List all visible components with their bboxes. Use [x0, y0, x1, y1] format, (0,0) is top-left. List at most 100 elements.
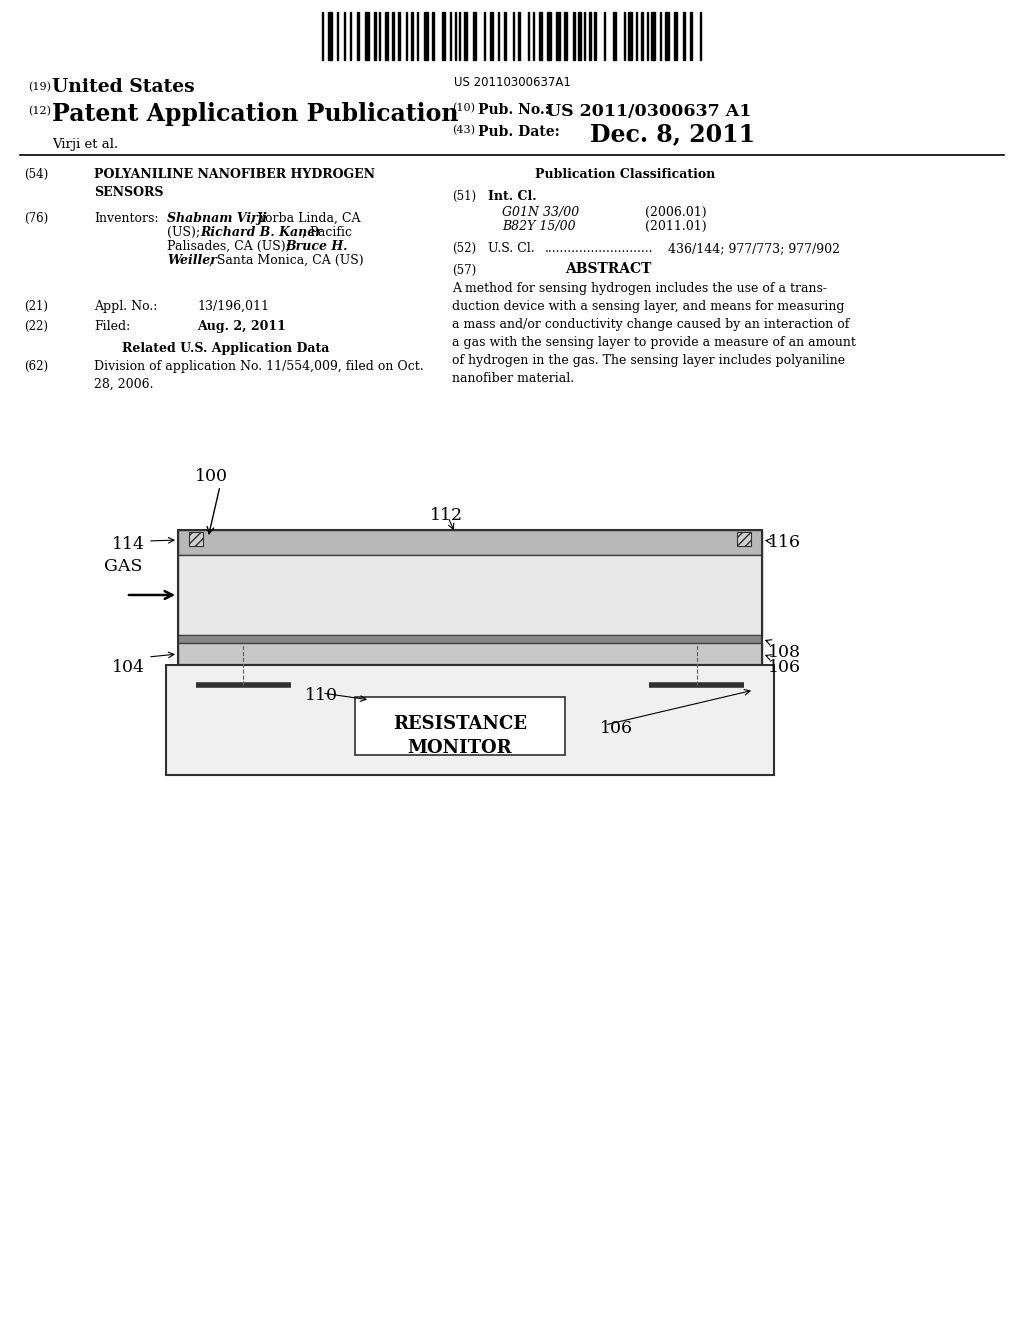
- Text: (10): (10): [452, 103, 475, 114]
- Bar: [424, 12, 428, 59]
- Text: ............................: ............................: [545, 242, 653, 255]
- Text: (62): (62): [24, 360, 48, 374]
- Text: RESISTANCE
MONITOR: RESISTANCE MONITOR: [393, 715, 527, 756]
- Text: B82Y 15/00: B82Y 15/00: [502, 220, 575, 234]
- Bar: [578, 12, 581, 59]
- Text: 104: 104: [112, 659, 145, 676]
- Text: Appl. No.:: Appl. No.:: [94, 300, 158, 313]
- Text: (76): (76): [24, 213, 48, 224]
- Text: A method for sensing hydrogen includes the use of a trans-
duction device with a: A method for sensing hydrogen includes t…: [452, 282, 856, 385]
- Text: Related U.S. Application Data: Related U.S. Application Data: [122, 342, 330, 355]
- Text: POLYANILINE NANOFIBER HYDROGEN
SENSORS: POLYANILINE NANOFIBER HYDROGEN SENSORS: [94, 168, 375, 199]
- Text: U.S. Cl.: U.S. Cl.: [488, 242, 535, 255]
- Text: Pub. Date:: Pub. Date:: [478, 125, 560, 139]
- Text: Shabnam Virji: Shabnam Virji: [167, 213, 267, 224]
- Text: ABSTRACT: ABSTRACT: [565, 261, 651, 276]
- Text: , Pacific: , Pacific: [302, 226, 352, 239]
- Text: Int. Cl.: Int. Cl.: [488, 190, 537, 203]
- Text: Aug. 2, 2011: Aug. 2, 2011: [197, 319, 286, 333]
- Bar: [589, 12, 591, 59]
- Bar: [392, 12, 394, 59]
- Text: Richard B. Kaner: Richard B. Kaner: [200, 226, 322, 239]
- Text: 436/144; 977/773; 977/902: 436/144; 977/773; 977/902: [668, 242, 840, 255]
- Text: GAS: GAS: [104, 558, 142, 576]
- Text: US 20110300637A1: US 20110300637A1: [454, 77, 570, 88]
- Text: US 2011/0300637 A1: US 2011/0300637 A1: [546, 103, 752, 120]
- Text: , Yorba Linda, CA: , Yorba Linda, CA: [250, 213, 360, 224]
- Text: Inventors:: Inventors:: [94, 213, 159, 224]
- Bar: [564, 12, 567, 59]
- Bar: [556, 12, 560, 59]
- Bar: [365, 12, 369, 59]
- Text: 110: 110: [305, 686, 338, 704]
- Bar: [178, 531, 762, 665]
- Bar: [490, 12, 493, 59]
- Bar: [432, 12, 434, 59]
- Text: Dec. 8, 2011: Dec. 8, 2011: [590, 121, 755, 147]
- Text: (57): (57): [452, 264, 476, 277]
- Bar: [539, 12, 542, 59]
- Bar: [374, 12, 376, 59]
- Bar: [328, 12, 332, 59]
- Bar: [398, 12, 400, 59]
- Bar: [504, 12, 506, 59]
- Bar: [473, 12, 476, 59]
- Text: Division of application No. 11/554,009, filed on Oct.
28, 2006.: Division of application No. 11/554,009, …: [94, 360, 424, 391]
- Bar: [355, 697, 565, 755]
- Text: Weiller: Weiller: [167, 253, 217, 267]
- Text: Publication Classification: Publication Classification: [535, 168, 715, 181]
- Text: 116: 116: [768, 535, 801, 550]
- Text: Patent Application Publication: Patent Application Publication: [52, 102, 459, 125]
- Text: , Santa Monica, CA (US): , Santa Monica, CA (US): [209, 253, 364, 267]
- Bar: [665, 12, 669, 59]
- Bar: [178, 643, 762, 665]
- Text: 108: 108: [768, 644, 801, 661]
- Bar: [357, 12, 359, 59]
- Bar: [628, 12, 632, 59]
- Text: (54): (54): [24, 168, 48, 181]
- Text: (51): (51): [452, 190, 476, 203]
- Text: G01N 33/00: G01N 33/00: [502, 206, 580, 219]
- Text: 114: 114: [112, 536, 145, 553]
- Text: (22): (22): [24, 319, 48, 333]
- Text: 100: 100: [195, 469, 228, 484]
- Text: United States: United States: [52, 78, 195, 96]
- Text: (19): (19): [28, 82, 51, 92]
- Bar: [641, 12, 643, 59]
- Text: 112: 112: [430, 507, 463, 524]
- Bar: [464, 12, 467, 59]
- Text: Virji et al.: Virji et al.: [52, 139, 118, 150]
- Bar: [442, 12, 445, 59]
- Text: Palisades, CA (US);: Palisades, CA (US);: [167, 240, 294, 253]
- Text: Filed:: Filed:: [94, 319, 130, 333]
- Bar: [178, 531, 762, 554]
- Bar: [518, 12, 520, 59]
- Text: (43): (43): [452, 125, 475, 136]
- Text: 13/196,011: 13/196,011: [197, 300, 269, 313]
- Bar: [573, 12, 575, 59]
- Bar: [737, 532, 751, 546]
- Bar: [613, 12, 616, 59]
- Text: 106: 106: [600, 719, 633, 737]
- Text: (52): (52): [452, 242, 476, 255]
- Bar: [547, 12, 551, 59]
- Bar: [683, 12, 685, 59]
- Text: (2006.01): (2006.01): [645, 206, 707, 219]
- Text: (12): (12): [28, 106, 51, 116]
- Text: (21): (21): [24, 300, 48, 313]
- Bar: [178, 635, 762, 643]
- Bar: [178, 554, 762, 635]
- Text: (US);: (US);: [167, 226, 204, 239]
- Bar: [690, 12, 692, 59]
- Bar: [651, 12, 655, 59]
- Text: (2011.01): (2011.01): [645, 220, 707, 234]
- Bar: [385, 12, 388, 59]
- Bar: [166, 665, 774, 775]
- Bar: [674, 12, 677, 59]
- Text: Bruce H.: Bruce H.: [285, 240, 347, 253]
- Bar: [594, 12, 596, 59]
- Bar: [189, 532, 203, 546]
- Text: 106: 106: [768, 659, 801, 676]
- Text: Pub. No.:: Pub. No.:: [478, 103, 550, 117]
- Bar: [411, 12, 413, 59]
